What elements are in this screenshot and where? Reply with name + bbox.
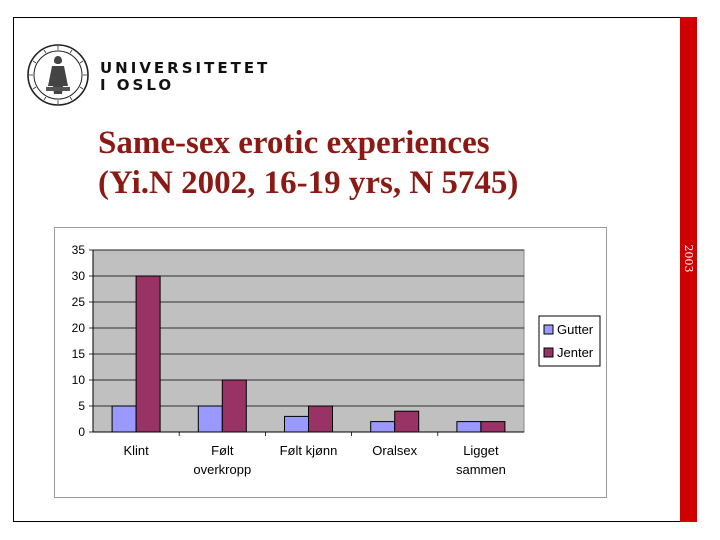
slide-title: Same-sex erotic experiences (Yi.N 2002, … <box>98 123 518 203</box>
x-category-label: sammen <box>456 462 506 477</box>
y-tick-label: 30 <box>72 269 86 283</box>
bar-gutter-1 <box>197 405 223 433</box>
x-category-label: Oralsex <box>372 443 417 458</box>
bar-jenter-1 <box>221 379 247 433</box>
side-accent-bar: 2003 <box>680 17 697 522</box>
y-tick-label: 15 <box>72 347 86 361</box>
bar-gutter-0 <box>111 405 137 433</box>
university-name-line2: I OSLO <box>100 76 175 94</box>
x-category-label: Følt <box>211 443 234 458</box>
legend-label: Gutter <box>557 322 594 337</box>
bar-jenter-3 <box>394 410 420 433</box>
side-year-label: 2003 <box>682 244 695 273</box>
bar-jenter-0 <box>135 275 161 433</box>
x-category-label: overkropp <box>193 462 251 477</box>
slide-title-line2: (Yi.N 2002, 16-19 yrs, N 5745) <box>98 165 519 201</box>
university-name: UNIVERSITETET I OSLO <box>100 60 270 94</box>
university-name-line1: UNIVERSITETET <box>100 59 271 77</box>
plot-area <box>92 249 525 433</box>
bar-chart: 0 5 10 15 20 25 30 35 Klint Følt overkropp Følt kjø… <box>54 227 607 498</box>
bar-gutter-3 <box>370 421 396 433</box>
x-category-label: Klint <box>123 443 149 458</box>
y-tick-label: 5 <box>78 399 85 413</box>
x-category-label: Ligget <box>463 443 499 458</box>
y-tick-label: 35 <box>72 243 86 257</box>
y-tick-label: 10 <box>72 373 86 387</box>
slide-title-line1: Same-sex erotic experiences <box>98 125 490 161</box>
y-tick-label: 0 <box>78 425 85 439</box>
x-category-label: Følt kjønn <box>280 443 338 458</box>
bar-jenter-4 <box>480 421 506 433</box>
legend-swatch-jenter <box>543 347 554 358</box>
y-tick-label: 20 <box>72 321 86 335</box>
legend <box>538 315 601 367</box>
bar-gutter-4 <box>456 421 482 433</box>
university-seal-icon <box>27 44 89 106</box>
y-tick-label: 25 <box>72 295 86 309</box>
legend-swatch-gutter <box>543 324 554 335</box>
bar-gutter-2 <box>284 415 309 433</box>
bar-jenter-2 <box>308 405 333 433</box>
legend-label: Jenter <box>557 345 594 360</box>
